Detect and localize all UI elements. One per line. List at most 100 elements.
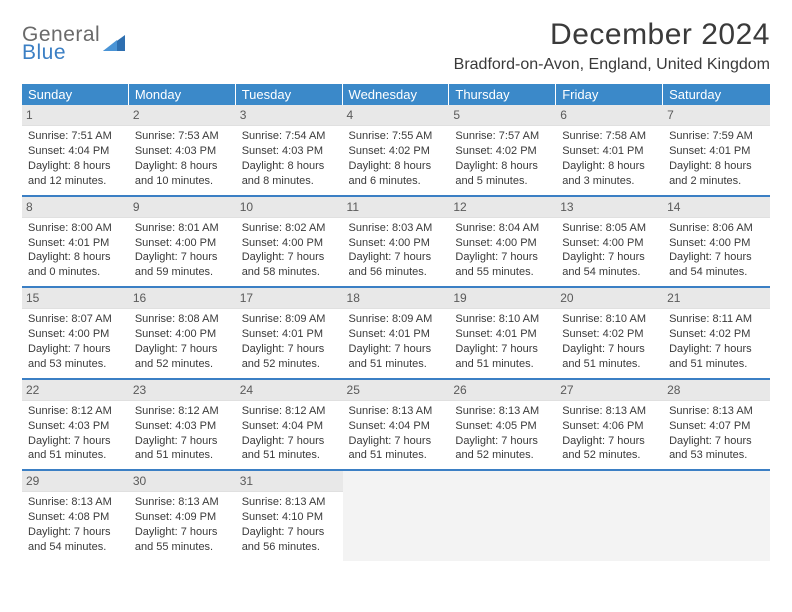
daylight-line: Daylight: 8 hours and 12 minutes. [28, 159, 123, 189]
empty-day [556, 471, 663, 561]
day-number: 25 [343, 380, 450, 401]
sunrise-line: Sunrise: 7:59 AM [669, 129, 764, 144]
day-number [449, 471, 556, 492]
day-number: 28 [663, 380, 770, 401]
title-block: December 2024 Bradford-on-Avon, England,… [454, 18, 770, 74]
day-number: 1 [22, 105, 129, 126]
week-row: 15Sunrise: 8:07 AMSunset: 4:00 PMDayligh… [22, 288, 770, 378]
daylight-line: Daylight: 7 hours and 51 minutes. [562, 342, 657, 372]
logo-text: General Blue [22, 24, 100, 64]
sunrise-line: Sunrise: 8:00 AM [28, 221, 123, 236]
sunset-line: Sunset: 4:04 PM [242, 419, 337, 434]
logo-line2: Blue [22, 42, 66, 64]
daylight-line: Daylight: 7 hours and 51 minutes. [28, 434, 123, 464]
day-number: 12 [449, 197, 556, 218]
sunrise-line: Sunrise: 8:09 AM [349, 312, 444, 327]
day-number: 9 [129, 197, 236, 218]
daylight-line: Daylight: 7 hours and 54 minutes. [562, 250, 657, 280]
sunset-line: Sunset: 4:00 PM [135, 236, 230, 251]
sunset-line: Sunset: 4:00 PM [135, 327, 230, 342]
sunrise-line: Sunrise: 8:12 AM [28, 404, 123, 419]
daylight-line: Daylight: 7 hours and 52 minutes. [455, 434, 550, 464]
day-number: 18 [343, 288, 450, 309]
daylight-line: Daylight: 8 hours and 0 minutes. [28, 250, 123, 280]
sunrise-line: Sunrise: 8:13 AM [28, 495, 123, 510]
sunset-line: Sunset: 4:07 PM [669, 419, 764, 434]
day-cell: 22Sunrise: 8:12 AMSunset: 4:03 PMDayligh… [22, 380, 129, 470]
day-cell: 25Sunrise: 8:13 AMSunset: 4:04 PMDayligh… [343, 380, 450, 470]
day-cell: 7 Sunrise: 7:59 AMSunset: 4:01 PMDaylight… [663, 105, 770, 195]
daylight-line: Daylight: 8 hours and 8 minutes. [242, 159, 337, 189]
day-cell: 31Sunrise: 8:13 AMSunset: 4:10 PMDayligh… [236, 471, 343, 561]
sunrise-line: Sunrise: 8:10 AM [455, 312, 550, 327]
sunset-line: Sunset: 4:04 PM [349, 419, 444, 434]
daylight-line: Daylight: 8 hours and 3 minutes. [562, 159, 657, 189]
sunset-line: Sunset: 4:00 PM [562, 236, 657, 251]
day-cell: 15Sunrise: 8:07 AMSunset: 4:00 PMDayligh… [22, 288, 129, 378]
sunrise-line: Sunrise: 8:11 AM [669, 312, 764, 327]
sunset-line: Sunset: 4:02 PM [455, 144, 550, 159]
daylight-line: Daylight: 7 hours and 54 minutes. [669, 250, 764, 280]
page-title: December 2024 [454, 18, 770, 52]
sunrise-line: Sunrise: 7:55 AM [349, 129, 444, 144]
day-number [556, 471, 663, 492]
sunset-line: Sunset: 4:05 PM [455, 419, 550, 434]
sunrise-line: Sunrise: 8:09 AM [242, 312, 337, 327]
sunset-line: Sunset: 4:00 PM [28, 327, 123, 342]
day-cell: 6Sunrise: 7:58 AMSunset: 4:01 PMDaylight… [556, 105, 663, 195]
sunset-line: Sunset: 4:01 PM [562, 144, 657, 159]
day-cell: 28Sunrise: 8:13 AMSunset: 4:07 PMDayligh… [663, 380, 770, 470]
dow-tuesday: Tuesday [236, 84, 343, 105]
day-number: 10 [236, 197, 343, 218]
day-cell: 21Sunrise: 8:11 AMSunset: 4:02 PMDayligh… [663, 288, 770, 378]
sunrise-line: Sunrise: 8:10 AM [562, 312, 657, 327]
day-cell: 24Sunrise: 8:12 AMSunset: 4:04 PMDayligh… [236, 380, 343, 470]
day-number: 31 [236, 471, 343, 492]
dow-sunday: Sunday [22, 84, 129, 105]
day-cell: 3Sunrise: 7:54 AMSunset: 4:03 PMDaylight… [236, 105, 343, 195]
daylight-line: Daylight: 7 hours and 53 minutes. [28, 342, 123, 372]
sunset-line: Sunset: 4:02 PM [562, 327, 657, 342]
day-number: 27 [556, 380, 663, 401]
sunrise-line: Sunrise: 7:57 AM [455, 129, 550, 144]
day-cell: 5Sunrise: 7:57 AMSunset: 4:02 PMDaylight… [449, 105, 556, 195]
sunset-line: Sunset: 4:03 PM [135, 144, 230, 159]
day-number: 24 [236, 380, 343, 401]
empty-day [449, 471, 556, 561]
daylight-line: Daylight: 7 hours and 56 minutes. [349, 250, 444, 280]
day-cell: 20Sunrise: 8:10 AMSunset: 4:02 PMDayligh… [556, 288, 663, 378]
daylight-line: Daylight: 7 hours and 59 minutes. [135, 250, 230, 280]
sunset-line: Sunset: 4:01 PM [349, 327, 444, 342]
sunrise-line: Sunrise: 8:12 AM [135, 404, 230, 419]
daylight-line: Daylight: 7 hours and 52 minutes. [242, 342, 337, 372]
day-cell: 14Sunrise: 8:06 AMSunset: 4:00 PMDayligh… [663, 197, 770, 287]
sunrise-line: Sunrise: 8:13 AM [669, 404, 764, 419]
sunrise-line: Sunrise: 8:13 AM [135, 495, 230, 510]
sunset-line: Sunset: 4:03 PM [28, 419, 123, 434]
day-cell: 8Sunrise: 8:00 AMSunset: 4:01 PMDaylight… [22, 197, 129, 287]
sunset-line: Sunset: 4:01 PM [669, 144, 764, 159]
daylight-line: Daylight: 8 hours and 2 minutes. [669, 159, 764, 189]
day-cell: 27Sunrise: 8:13 AMSunset: 4:06 PMDayligh… [556, 380, 663, 470]
day-number: 16 [129, 288, 236, 309]
day-number [663, 471, 770, 492]
daylight-line: Daylight: 7 hours and 51 minutes. [349, 434, 444, 464]
day-cell: 10Sunrise: 8:02 AMSunset: 4:00 PMDayligh… [236, 197, 343, 287]
day-cell: 17Sunrise: 8:09 AMSunset: 4:01 PMDayligh… [236, 288, 343, 378]
day-cell: 30Sunrise: 8:13 AMSunset: 4:09 PMDayligh… [129, 471, 236, 561]
week-row: 1Sunrise: 7:51 AMSunset: 4:04 PMDaylight… [22, 105, 770, 195]
sunset-line: Sunset: 4:04 PM [28, 144, 123, 159]
day-cell: 19Sunrise: 8:10 AMSunset: 4:01 PMDayligh… [449, 288, 556, 378]
empty-day [343, 471, 450, 561]
week-row: 8Sunrise: 8:00 AMSunset: 4:01 PMDaylight… [22, 197, 770, 287]
sunrise-line: Sunrise: 8:12 AM [242, 404, 337, 419]
day-number: 7 [663, 105, 770, 126]
dow-monday: Monday [129, 84, 236, 105]
sunset-line: Sunset: 4:10 PM [242, 510, 337, 525]
daylight-line: Daylight: 7 hours and 52 minutes. [135, 342, 230, 372]
sunrise-line: Sunrise: 8:03 AM [349, 221, 444, 236]
day-number: 29 [22, 471, 129, 492]
sunset-line: Sunset: 4:06 PM [562, 419, 657, 434]
day-number: 8 [22, 197, 129, 218]
dow-saturday: Saturday [663, 84, 770, 105]
